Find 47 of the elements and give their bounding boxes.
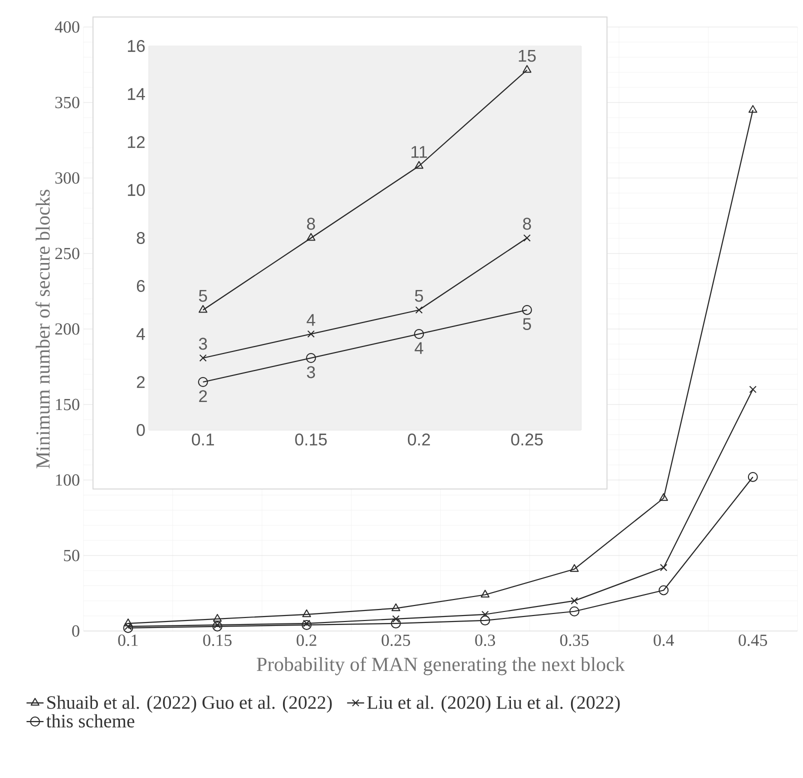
y-axis-title: Minimum number of secure blocks — [36, 190, 50, 468]
y-tick-label: 250 — [55, 248, 80, 260]
legend-label: Liu et al. (2020) Liu et al. (2022) — [367, 696, 620, 713]
y-tick-label: 150 — [56, 398, 80, 410]
y-tick-label: 300 — [55, 172, 80, 184]
data-label: 5 — [198, 290, 207, 302]
data-label: 8 — [307, 218, 315, 230]
data-label: 5 — [414, 290, 423, 302]
y-tick-label: 200 — [55, 323, 80, 335]
x-axis-title: Probability of MAN generating the next block — [256, 656, 625, 676]
x-tick-label: 0.4 — [654, 634, 674, 646]
data-label: 4 — [306, 314, 316, 326]
y-tick-label: 16 — [128, 40, 145, 52]
y-tick-label: 400 — [54, 21, 80, 33]
y-tick-label: 12 — [128, 136, 145, 148]
x-tick-label: 0.45 — [738, 634, 768, 646]
y-tick-label: 50 — [64, 550, 80, 562]
legend-label: this scheme — [46, 714, 134, 728]
y-tick-label: 350 — [55, 96, 80, 108]
data-label: 15 — [518, 50, 536, 62]
y-tick-label: 0 — [136, 424, 145, 436]
y-tick-label: 0 — [72, 625, 80, 637]
legend-label: Shuaib et al. (2022) Guo et al. (2022) — [47, 696, 332, 713]
x-tick-label: 0.25 — [511, 434, 543, 446]
x-tick-label: 0.2 — [296, 634, 316, 646]
x-tick-label: 0.15 — [295, 434, 327, 446]
y-tick-label: 14 — [128, 88, 145, 100]
x-tick-label: 0.1 — [118, 634, 138, 646]
data-label: 4 — [414, 342, 424, 354]
y-tick-label: 2 — [136, 376, 145, 388]
x-tick-label: 0.2 — [408, 434, 430, 446]
y-tick-label: 8 — [136, 232, 145, 244]
y-tick-label: 100 — [56, 474, 80, 486]
x-tick-label: 0.25 — [382, 634, 410, 646]
data-label: 3 — [198, 338, 207, 350]
x-tick-label: 0.35 — [560, 634, 589, 646]
data-label: 11 — [412, 146, 427, 158]
y-tick-label: 10 — [128, 184, 145, 196]
data-label: 8 — [523, 218, 531, 230]
x-tick-label: 0.3 — [475, 634, 496, 646]
x-tick-label: 0.1 — [192, 434, 214, 446]
x-tick-label: 0.15 — [203, 634, 232, 646]
data-label: 2 — [199, 390, 207, 402]
data-label: 5 — [522, 318, 531, 330]
y-tick-label: 6 — [136, 280, 145, 292]
data-label: 3 — [306, 366, 315, 378]
y-tick-label: 4 — [136, 328, 145, 340]
